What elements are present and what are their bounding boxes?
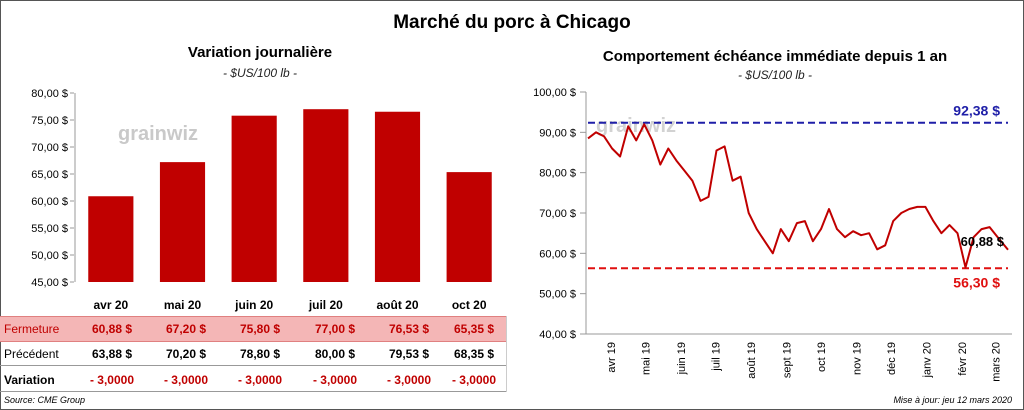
row-label-variation: Variation [4,373,55,387]
y-tick-label: 80,00 $ [539,168,576,180]
last-value-label: 60,88 $ [961,234,1005,249]
cell-precedent-mai20: 70,20 $ [165,347,207,361]
cell-variation-avr20: - 3,0000 [89,373,135,387]
y-tick-label: 40,00 $ [539,329,576,341]
table-divider [0,365,506,366]
table-divider [0,391,506,392]
bar-juil-20 [303,109,349,282]
y-tick-label: 60,00 $ [539,248,576,260]
y-tick-label: 60,00 $ [31,196,68,208]
x-tick-label: juil 19 [710,342,722,372]
watermark-text: grainwiz [596,115,676,137]
bar-avr-20 [88,196,134,282]
cell-variation-aout20: - 3,0000 [386,373,432,387]
table-row-variation: Variation - 3,0000 - 3,0000 - 3,0000 - 3… [0,369,506,391]
watermark-text: grainwiz [118,123,198,145]
price-series-line [587,123,1009,269]
y-tick-label: 50,00 $ [31,250,68,262]
source-note: Source: CME Group [4,395,86,405]
reference-label-max: 92,38 $ [953,103,1000,119]
y-tick-label: 100,00 $ [533,87,576,99]
cell-precedent-aout20: 79,53 $ [388,347,430,361]
y-tick-label: 90,00 $ [539,127,576,139]
bar-août-20 [374,111,421,282]
x-tick-label: août 19 [746,342,758,379]
y-tick-label: 70,00 $ [31,142,68,154]
right-chart-title: Comportement échéance immédiate depuis 1… [602,48,948,65]
y-tick-label: 45,00 $ [31,277,68,289]
cell-fermeture-oct20: 65,35 $ [453,322,495,336]
update-note: Mise à jour: jeu 12 mars 2020 [893,395,1012,405]
x-tick-label: avr 20 [93,298,128,312]
cell-fermeture-juil20: 77,00 $ [314,322,356,336]
reference-label-min: 56,30 $ [953,274,1000,290]
x-tick-label: août 20 [376,298,418,312]
left-chart-subtitle: - $US/100 lb - [222,66,298,80]
cell-fermeture-aout20: 76,53 $ [388,322,430,336]
x-tick-label: déc 19 [886,342,898,375]
x-tick-label: avr 19 [606,342,618,373]
x-tick-label: janv 20 [922,342,934,378]
right-chart-subtitle: - $US/100 lb - [737,68,813,82]
page-title: Marché du porc à Chicago [393,12,631,33]
cell-fermeture-juin20: 75,80 $ [239,322,281,336]
x-tick-label: sept 19 [782,342,794,378]
cell-precedent-juil20: 80,00 $ [314,347,356,361]
row-label-fermeture: Fermeture [4,322,60,336]
y-tick-label: 55,00 $ [31,223,68,235]
x-tick-label: juil 20 [308,298,343,312]
cell-variation-oct20: - 3,0000 [451,373,497,387]
y-tick-label: 70,00 $ [539,208,576,220]
x-tick-label: juin 19 [676,342,688,375]
left-chart-title: Variation journalière [187,44,333,61]
bar-mai-20 [159,162,206,282]
panel-divider [506,316,507,392]
x-tick-label: mars 20 [990,342,1002,382]
cell-variation-juin20: - 3,0000 [237,373,283,387]
cell-variation-mai20: - 3,0000 [163,373,209,387]
x-tick-label: juin 20 [234,298,273,312]
table-row-precedent: Précédent 63,88 $ 70,20 $ 78,80 $ 80,00 … [0,343,506,365]
cell-fermeture-avr20: 60,88 $ [91,322,133,336]
bar-chart: grainwiz 80,00 $ 75,00 $ 70,00 $ 65,00 $ 60,0… [31,88,492,312]
y-tick-label: 65,00 $ [31,169,68,181]
line-chart: grainwiz 100,00 $ 90,00 $ 80,00 $ 70,00 $ 60,… [533,87,1012,382]
x-tick-label: nov 19 [852,342,864,375]
cell-fermeture-mai20: 67,20 $ [165,322,207,336]
cell-precedent-oct20: 68,35 $ [453,347,495,361]
x-tick-label: oct 19 [816,342,828,372]
bar-juin-20 [231,115,277,283]
x-tick-label: mai 19 [640,342,652,375]
row-label-precedent: Précédent [4,347,59,361]
cell-precedent-juin20: 78,80 $ [239,347,281,361]
cell-variation-juil20: - 3,0000 [312,373,358,387]
bar-oct-20 [446,172,492,282]
y-tick-label: 80,00 $ [31,88,68,100]
y-tick-label: 50,00 $ [539,289,576,301]
cell-precedent-avr20: 63,88 $ [91,347,133,361]
x-tick-label: oct 20 [452,298,487,312]
x-tick-label: févr 20 [957,342,969,376]
y-tick-label: 75,00 $ [31,115,68,127]
table-row-fermeture: Fermeture 60,88 $ 67,20 $ 75,80 $ 77,00 … [0,316,506,342]
x-tick-label: mai 20 [164,298,202,312]
